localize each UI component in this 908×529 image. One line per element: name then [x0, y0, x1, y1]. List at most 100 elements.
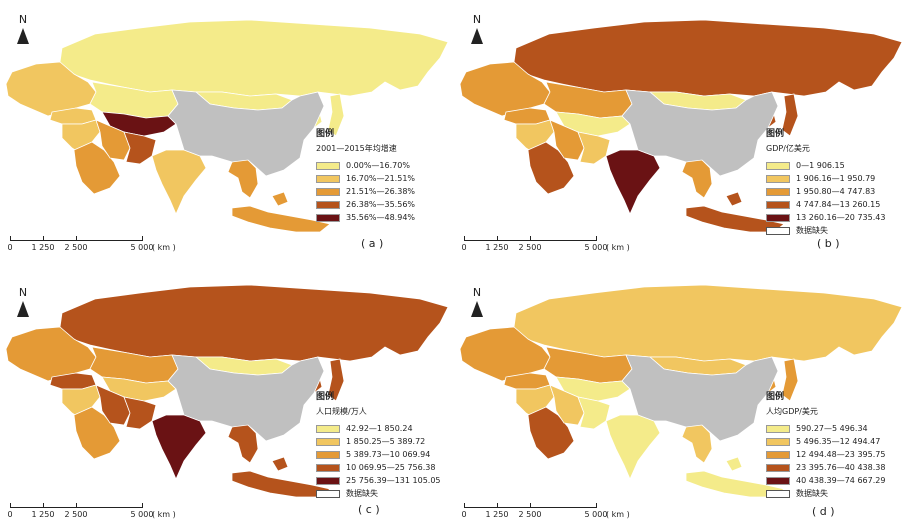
legend-row: 25 756.39—131 105.05 — [316, 475, 441, 487]
legend-row-missing: 数据缺失 — [766, 488, 885, 500]
panel-caption-d: ( d ) — [812, 505, 835, 518]
legend-row: 1 950.80—4 747.83 — [766, 186, 885, 198]
scale-bar-b: 0 1 250 2 500 5 000( km ) — [461, 236, 634, 253]
region-china — [621, 89, 779, 177]
region-indonesia — [231, 191, 331, 233]
region-afghanistan-pakistan — [577, 131, 611, 165]
legend-row: 1 906.16—1 950.79 — [766, 173, 885, 185]
legend-swatch — [316, 201, 340, 209]
scale-unit-label: ( km ) — [152, 243, 176, 252]
scale-tick-label: 2 500 — [518, 243, 542, 252]
map-c — [5, 284, 449, 498]
legend-row: 26.38%—35.56% — [316, 199, 415, 211]
north-arrow: N — [12, 14, 34, 44]
legend-swatch — [316, 162, 340, 170]
legend-swatch-missing — [766, 490, 790, 498]
legend-swatch — [316, 188, 340, 196]
legend-c: 图例 人口规模/万人 42.92—1 850.24 1 850.25—5 389.72… — [316, 391, 441, 501]
region-iran — [95, 119, 131, 161]
scale-tick — [142, 503, 143, 508]
scale-tick-label: 1 250 — [485, 243, 509, 252]
scale-tick-label: 2 500 — [64, 510, 88, 519]
north-arrow-icon — [471, 301, 483, 317]
scale-bar-line — [10, 236, 143, 241]
legend-label: 35.56%—48.94% — [346, 213, 416, 222]
legend-swatch — [766, 438, 790, 446]
map-panel-a: N 图例 2001—2015年均增速 0.00%—16.70% 16.70%—21.5… — [0, 0, 454, 264]
legend-row: 4 747.84—13 260.15 — [766, 199, 885, 211]
region-afghanistan-pakistan — [123, 131, 157, 165]
scale-tick-label: 1 250 — [485, 510, 509, 519]
scale-tick — [76, 503, 77, 508]
legend-row-missing: 数据缺失 — [316, 488, 441, 500]
legend-swatch — [316, 477, 340, 485]
legend-b: 图例 GDP/亿美元 0—1 906.15 1 906.16—1 950.79 1 95… — [766, 128, 885, 238]
legend-subtitle: 2001—2015年均增速 — [316, 144, 397, 153]
legend-label: 0.00%—16.70% — [346, 161, 410, 170]
scale-tick — [530, 503, 531, 508]
legend-label: 590.27—5 496.34 — [796, 424, 868, 433]
scale-tick — [142, 236, 143, 241]
region-iran — [549, 384, 585, 426]
legend-title: 图例 — [316, 392, 335, 402]
north-arrow-icon — [17, 301, 29, 317]
legend-a: 图例 2001—2015年均增速 0.00%—16.70% 16.70%—21.51%… — [316, 128, 415, 225]
panel-caption-c: ( c ) — [358, 503, 380, 516]
map-panel-d: N 图例 人均GDP/美元 590.27—5 496.34 5 496.35—12 4… — [454, 265, 908, 529]
legend-row: 590.27—5 496.34 — [766, 423, 885, 435]
scale-bar-line — [10, 503, 143, 508]
legend-label: 0—1 906.15 — [796, 161, 845, 170]
legend-label: 42.92—1 850.24 — [346, 424, 413, 433]
scale-tick-label: 0 — [461, 243, 467, 252]
legend-label: 16.70%—21.51% — [346, 174, 416, 183]
legend-label: 5 389.73—10 069.94 — [346, 450, 431, 459]
scale-tick — [464, 236, 465, 241]
region-iran — [95, 384, 131, 426]
legend-swatch-missing — [766, 227, 790, 235]
legend-row: 12 494.48—23 395.75 — [766, 449, 885, 461]
north-arrow-icon — [17, 28, 29, 44]
scale-tick-label: 1 250 — [31, 510, 55, 519]
scale-bar-line — [464, 503, 597, 508]
legend-title: 图例 — [766, 392, 785, 402]
north-arrow-label: N — [18, 13, 28, 26]
legend-row: 40 438.39—74 667.29 — [766, 475, 885, 487]
scale-tick-label: 5 000 — [130, 510, 154, 519]
legend-label: 4 747.84—13 260.15 — [796, 200, 881, 209]
legend-swatch — [766, 451, 790, 459]
legend-label-missing: 数据缺失 — [346, 489, 378, 498]
scale-tick — [10, 503, 11, 508]
legend-label: 21.51%—26.38% — [346, 187, 416, 196]
legend-swatch — [316, 425, 340, 433]
scale-tick-label: 2 500 — [518, 510, 542, 519]
legend-row: 5 496.35—12 494.47 — [766, 436, 885, 448]
legend-title: 图例 — [766, 129, 785, 139]
legend-row: 23 395.76—40 438.38 — [766, 462, 885, 474]
legend-swatch — [316, 464, 340, 472]
scale-tick — [76, 236, 77, 241]
scale-tick — [43, 503, 44, 508]
legend-row: 1 850.25—5 389.72 — [316, 436, 441, 448]
scale-unit-label: ( km ) — [152, 510, 176, 519]
legend-label: 1 950.80—4 747.83 — [796, 187, 876, 196]
legend-row: 35.56%—48.94% — [316, 212, 415, 224]
scale-bar-c: 0 1 250 2 500 5 000( km ) — [7, 503, 180, 520]
scale-labels: 0 1 250 2 500 5 000( km ) — [461, 243, 634, 253]
region-india — [605, 149, 661, 215]
panel-caption-b: ( b ) — [817, 237, 840, 250]
region-afghanistan-pakistan — [123, 396, 157, 430]
north-arrow-label: N — [472, 13, 482, 26]
legend-swatch — [766, 425, 790, 433]
legend-row: 10 069.95—25 756.38 — [316, 462, 441, 474]
north-arrow-label: N — [472, 286, 482, 299]
scale-tick — [10, 236, 11, 241]
legend-row: 16.70%—21.51% — [316, 173, 415, 185]
region-russia — [59, 19, 449, 97]
map-d — [459, 284, 903, 498]
legend-row-missing: 数据缺失 — [766, 225, 885, 237]
region-russia — [513, 284, 903, 362]
scale-tick-label: 0 — [461, 510, 467, 519]
legend-label: 10 069.95—25 756.38 — [346, 463, 436, 472]
scale-tick-label: 5 000 — [584, 510, 608, 519]
scale-tick — [464, 503, 465, 508]
